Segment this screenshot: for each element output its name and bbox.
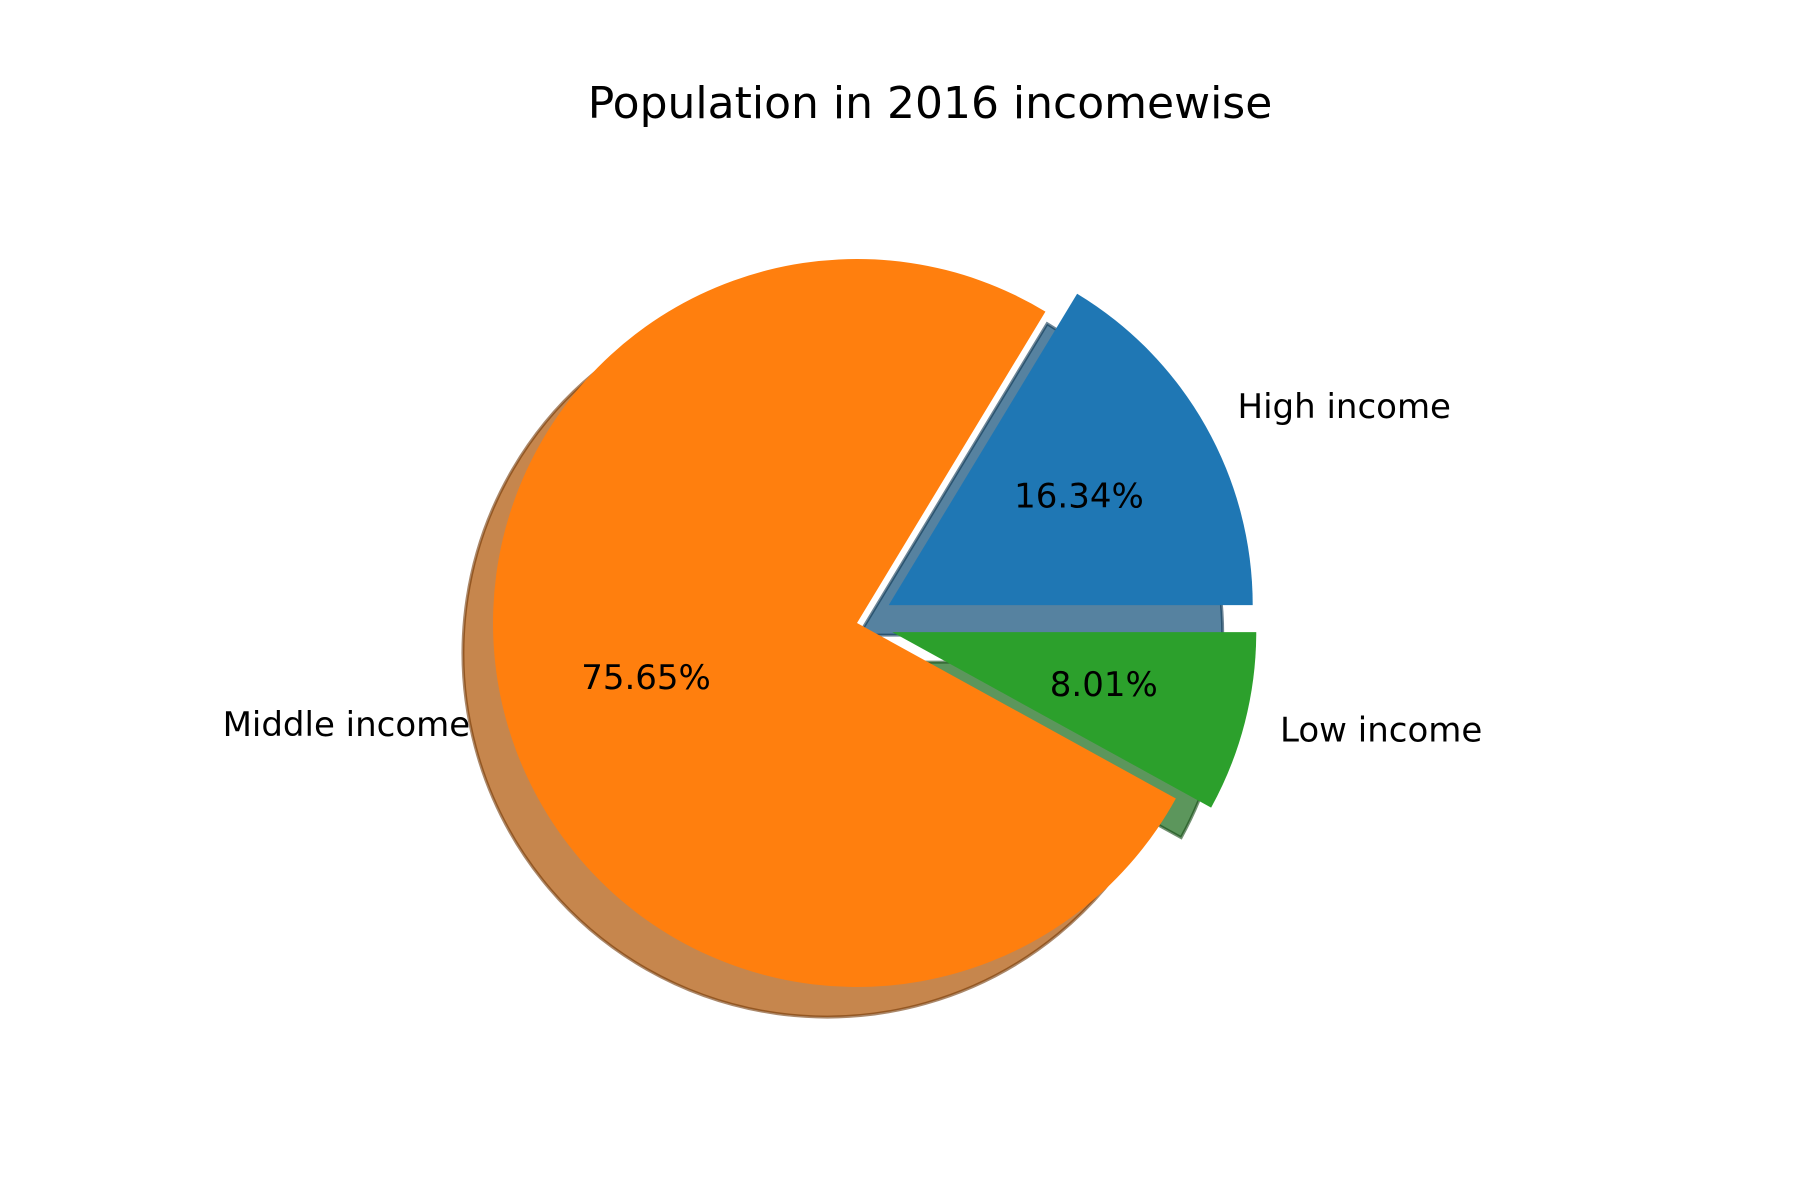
slice-labels: High income Middle income Low income (223, 387, 1483, 750)
slice-label-middle-income: Middle income (223, 705, 471, 745)
pie-slice-middle-income (493, 258, 1176, 988)
slice-label-high-income: High income (1238, 387, 1451, 427)
pie-slices (493, 258, 1257, 988)
slice-percent-low-income: 8.01% (1050, 665, 1158, 705)
slice-percent-high-income: 16.34% (1014, 476, 1144, 516)
percent-labels: 16.34% 75.65% 8.01% (581, 476, 1158, 705)
pie-slice-low-income (892, 632, 1257, 808)
pie-slice-high-income (888, 293, 1253, 606)
slice-label-low-income: Low income (1280, 710, 1482, 750)
slice-percent-middle-income: 75.65% (581, 658, 711, 698)
chart-title: Population in 2016 incomewise (588, 78, 1273, 129)
